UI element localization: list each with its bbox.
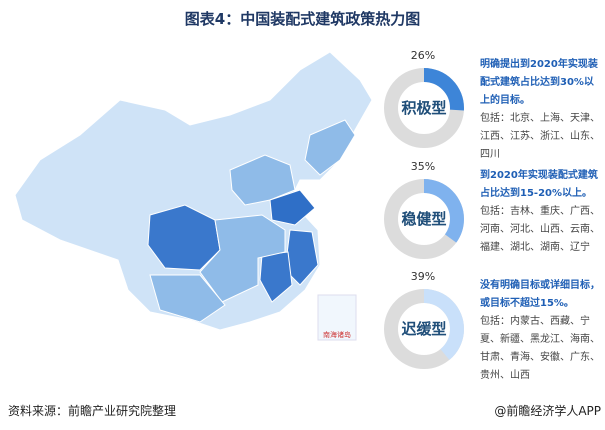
category-description: 明确提出到2020年实现装配式建筑占比达到30%以上的目标。 包括：北京、上海、… <box>480 56 602 164</box>
inset-label: 南海诸岛 <box>323 330 351 339</box>
category-members: 包括：北京、上海、天津、江西、江苏、浙江、山东、四川 <box>480 113 600 160</box>
region-aggressive-sichuan <box>147 204 221 271</box>
percent-label: 26% <box>410 49 436 62</box>
category-headline: 明确提出到2020年实现装配式建筑占比达到30%以上的目标。 <box>480 59 598 106</box>
category-label: 迟缓型 <box>401 320 447 338</box>
donut-chart <box>384 289 464 369</box>
category-label: 稳健型 <box>401 210 447 228</box>
category-members: 包括：吉林、重庆、广西、河南、河北、山西、云南、福建、湖北、湖南、辽宁 <box>480 206 600 253</box>
category-label: 积极型 <box>401 99 447 117</box>
donut-value <box>384 68 464 148</box>
credit: @前瞻经济学人APP <box>494 404 601 418</box>
china-heat-map: 南海诸岛 <box>14 51 373 341</box>
donut-chart <box>384 179 464 259</box>
page-title: 图表4：中国装配式建筑政策热力图 <box>184 10 421 28</box>
region-steady-north <box>229 154 296 206</box>
category-description: 到2020年实现装配式建筑占比达到15-20%以上。 包括：吉林、重庆、广西、河… <box>480 167 602 257</box>
category-members: 包括：内蒙古、西藏、宁夏、新疆、黑龙江、海南、甘肃、青海、安徽、广东、贵州、山西 <box>480 316 600 381</box>
category-headline: 到2020年实现装配式建筑占比达到15-20%以上。 <box>480 170 598 199</box>
region-steady-south <box>149 274 226 323</box>
category-description: 没有明确目标或详细目标，或目标不超过15%。 包括：内蒙古、西藏、宁夏、新疆、黑… <box>480 277 602 385</box>
region-steady-central <box>199 214 286 303</box>
category-headline: 没有明确目标或详细目标，或目标不超过15%。 <box>480 280 600 309</box>
south-china-sea-inset <box>317 294 357 341</box>
source-note: 资料来源：前瞻产业研究院整理 <box>8 404 177 418</box>
donut-chart <box>384 68 464 148</box>
donut-value <box>384 289 464 369</box>
region-steady-northeast <box>304 119 356 176</box>
percent-label: 39% <box>410 270 436 283</box>
percent-label: 35% <box>410 160 436 173</box>
region-aggressive-shandong <box>269 189 316 226</box>
donut-value <box>384 179 464 259</box>
